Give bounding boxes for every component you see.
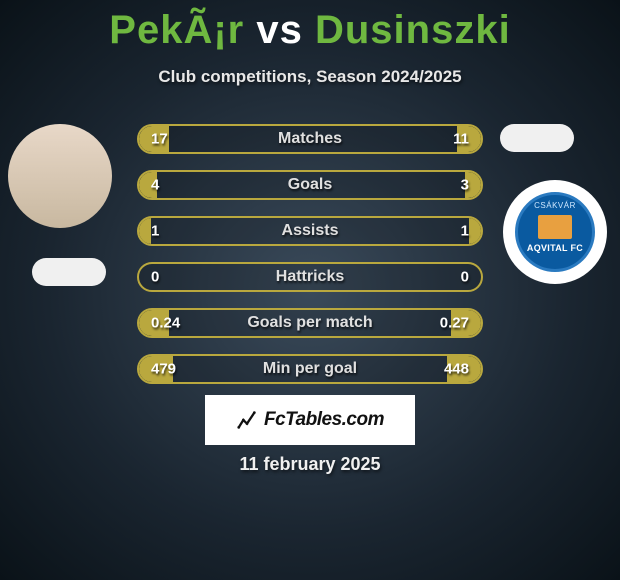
stat-label: Min per goal: [263, 360, 357, 378]
stat-label: Matches: [278, 130, 342, 148]
stat-row: 0 Hattricks 0: [137, 262, 483, 292]
stat-value-left: 4: [151, 177, 159, 194]
stat-value-right: 0.27: [440, 315, 469, 332]
club-badge: AQVITAL FC: [515, 192, 595, 272]
stat-row: 4 Goals 3: [137, 170, 483, 200]
stat-value-left: 479: [151, 361, 176, 378]
page-title: PekÃ¡r vs Dusinszki: [0, 0, 620, 53]
stat-label: Hattricks: [276, 268, 344, 286]
stat-value-right: 1: [461, 223, 469, 240]
badge-shield-icon: [538, 215, 572, 239]
stat-value-left: 0: [151, 269, 159, 286]
player1-avatar: [8, 124, 112, 228]
chart-icon: [236, 409, 258, 431]
stat-value-left: 17: [151, 131, 168, 148]
title-player1: PekÃ¡r: [109, 8, 244, 52]
player1-flag: [32, 258, 106, 286]
stat-value-left: 1: [151, 223, 159, 240]
title-player2: Dusinszki: [315, 8, 511, 52]
player2-club-logo: AQVITAL FC: [503, 180, 607, 284]
stat-label: Assists: [282, 222, 339, 240]
stat-row: 17 Matches 11: [137, 124, 483, 154]
stat-value-right: 11: [453, 131, 469, 148]
stat-value-right: 448: [444, 361, 469, 378]
player2-flag: [500, 124, 574, 152]
title-vs: vs: [256, 8, 303, 52]
stats-table: 17 Matches 11 4 Goals 3 1 Assists 1 0 Hattricks 0 0.…: [137, 124, 483, 400]
stat-row: 479 Min per goal 448: [137, 354, 483, 384]
stat-cap-left: [139, 218, 151, 244]
stat-value-left: 0.24: [151, 315, 180, 332]
stat-row: 1 Assists 1: [137, 216, 483, 246]
subtitle: Club competitions, Season 2024/2025: [0, 67, 620, 87]
badge-bottom-text: AQVITAL FC: [527, 243, 583, 253]
stat-label: Goals per match: [247, 314, 372, 332]
stat-cap-right: [469, 218, 481, 244]
stat-value-right: 3: [461, 177, 469, 194]
brand-badge: FcTables.com: [205, 395, 415, 445]
stat-row: 0.24 Goals per match 0.27: [137, 308, 483, 338]
stat-value-right: 0: [461, 269, 469, 286]
publish-date: 11 february 2025: [239, 454, 380, 475]
brand-text: FcTables.com: [264, 409, 384, 431]
stat-label: Goals: [288, 176, 332, 194]
